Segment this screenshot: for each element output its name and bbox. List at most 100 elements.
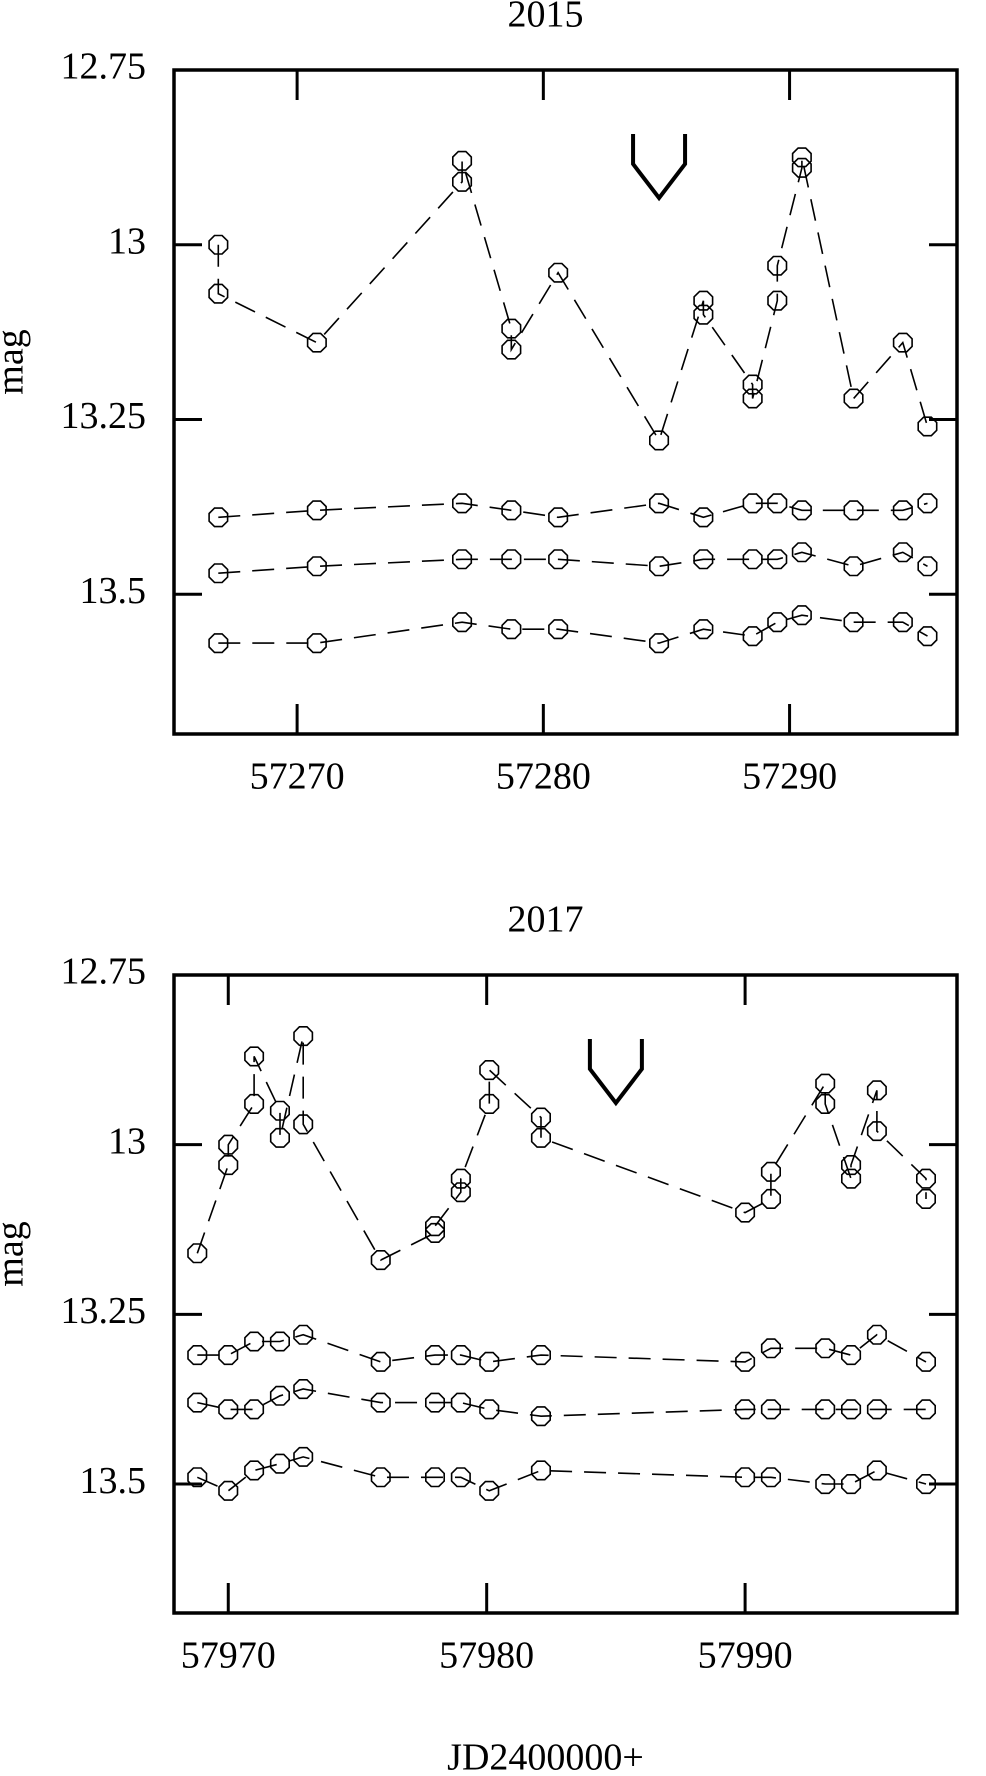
data-point <box>649 430 670 451</box>
data-point <box>649 493 670 514</box>
data-point <box>530 1107 551 1128</box>
data-point <box>425 1467 445 1488</box>
data-point <box>187 1467 208 1488</box>
data-point <box>306 332 327 353</box>
series-line <box>196 1456 927 1492</box>
y-tick-label: 12.75 <box>61 951 147 993</box>
y-tick-label: 13 <box>108 220 146 262</box>
data-point <box>916 1399 936 1420</box>
data-point <box>815 1073 836 1094</box>
data-point <box>452 549 473 570</box>
data-point <box>742 388 763 409</box>
data-point <box>693 304 714 325</box>
y-axis-label: mag <box>0 1221 32 1286</box>
y-tick-label: 12.75 <box>61 46 147 88</box>
data-point <box>208 507 229 528</box>
data-point <box>866 1121 887 1142</box>
plot-frame <box>172 973 959 1615</box>
data-point <box>841 1474 862 1495</box>
data-point <box>760 1338 781 1359</box>
event-marker <box>631 134 688 202</box>
x-tick-label: 57980 <box>439 1635 534 1677</box>
data-point <box>244 1093 265 1114</box>
data-point <box>501 500 522 521</box>
data-point <box>742 374 763 395</box>
data-point <box>815 1399 836 1420</box>
data-point <box>767 290 788 311</box>
data-point <box>892 332 913 353</box>
data-point <box>479 1480 500 1501</box>
data-point <box>244 1046 265 1067</box>
data-point <box>187 1345 208 1366</box>
data-point <box>530 1406 551 1427</box>
y-tick-label: 13.5 <box>80 570 147 612</box>
data-point <box>450 1182 471 1203</box>
data-point <box>187 1243 208 1264</box>
data-point <box>916 1168 936 1189</box>
data-point <box>425 1216 445 1237</box>
plot-frame <box>172 68 959 736</box>
series-line <box>197 1333 927 1363</box>
x-tick-label: 57990 <box>698 1635 793 1677</box>
data-point <box>479 1399 500 1420</box>
data-point <box>452 493 473 514</box>
data-point <box>370 1351 391 1372</box>
data-point <box>760 1188 781 1209</box>
data-point <box>450 1345 471 1366</box>
data-point <box>208 633 229 654</box>
data-point <box>735 1202 756 1223</box>
data-point <box>815 1474 836 1495</box>
data-point <box>735 1351 756 1372</box>
data-point <box>841 1345 862 1366</box>
data-point <box>548 549 569 570</box>
chart-title: 2017 <box>508 899 584 941</box>
data-point <box>791 500 812 521</box>
data-point <box>479 1351 500 1372</box>
data-point <box>530 1127 551 1148</box>
data-point <box>767 612 788 633</box>
chart-title: 2015 <box>508 0 584 36</box>
data-point <box>208 563 229 584</box>
data-point <box>218 1155 239 1176</box>
data-point <box>742 549 763 570</box>
data-point <box>450 1168 471 1189</box>
data-point <box>767 493 788 514</box>
x-tick-label: 57270 <box>250 756 345 798</box>
data-point <box>501 549 522 570</box>
data-point <box>916 1474 936 1495</box>
data-point <box>735 1399 756 1420</box>
data-point <box>892 500 913 521</box>
data-point <box>866 1399 887 1420</box>
data-point <box>452 150 473 171</box>
data-point <box>693 507 714 528</box>
event-marker <box>587 1039 644 1107</box>
data-point <box>742 626 763 647</box>
data-point <box>791 147 812 168</box>
y-tick-label: 13 <box>108 1120 146 1162</box>
data-point <box>293 1324 314 1345</box>
x-tick-label: 57290 <box>742 756 837 798</box>
data-point <box>425 1345 445 1366</box>
data-point <box>917 416 938 437</box>
data-point <box>293 1114 314 1135</box>
data-point <box>293 1379 314 1400</box>
data-point <box>735 1467 756 1488</box>
data-point <box>425 1392 445 1413</box>
data-point <box>218 1480 239 1501</box>
data-point <box>450 1392 471 1413</box>
data-point <box>208 234 229 255</box>
data-point <box>866 1080 887 1101</box>
data-point <box>791 605 812 626</box>
data-point <box>815 1338 836 1359</box>
data-point <box>917 493 938 514</box>
data-point <box>530 1345 551 1366</box>
data-point <box>892 612 913 633</box>
series-line <box>217 157 929 443</box>
data-point <box>841 1399 862 1420</box>
data-point <box>548 262 569 283</box>
data-point <box>269 1127 290 1148</box>
data-point <box>693 290 714 311</box>
data-point <box>244 1331 265 1352</box>
data-point <box>269 1100 290 1121</box>
data-point <box>452 612 473 633</box>
